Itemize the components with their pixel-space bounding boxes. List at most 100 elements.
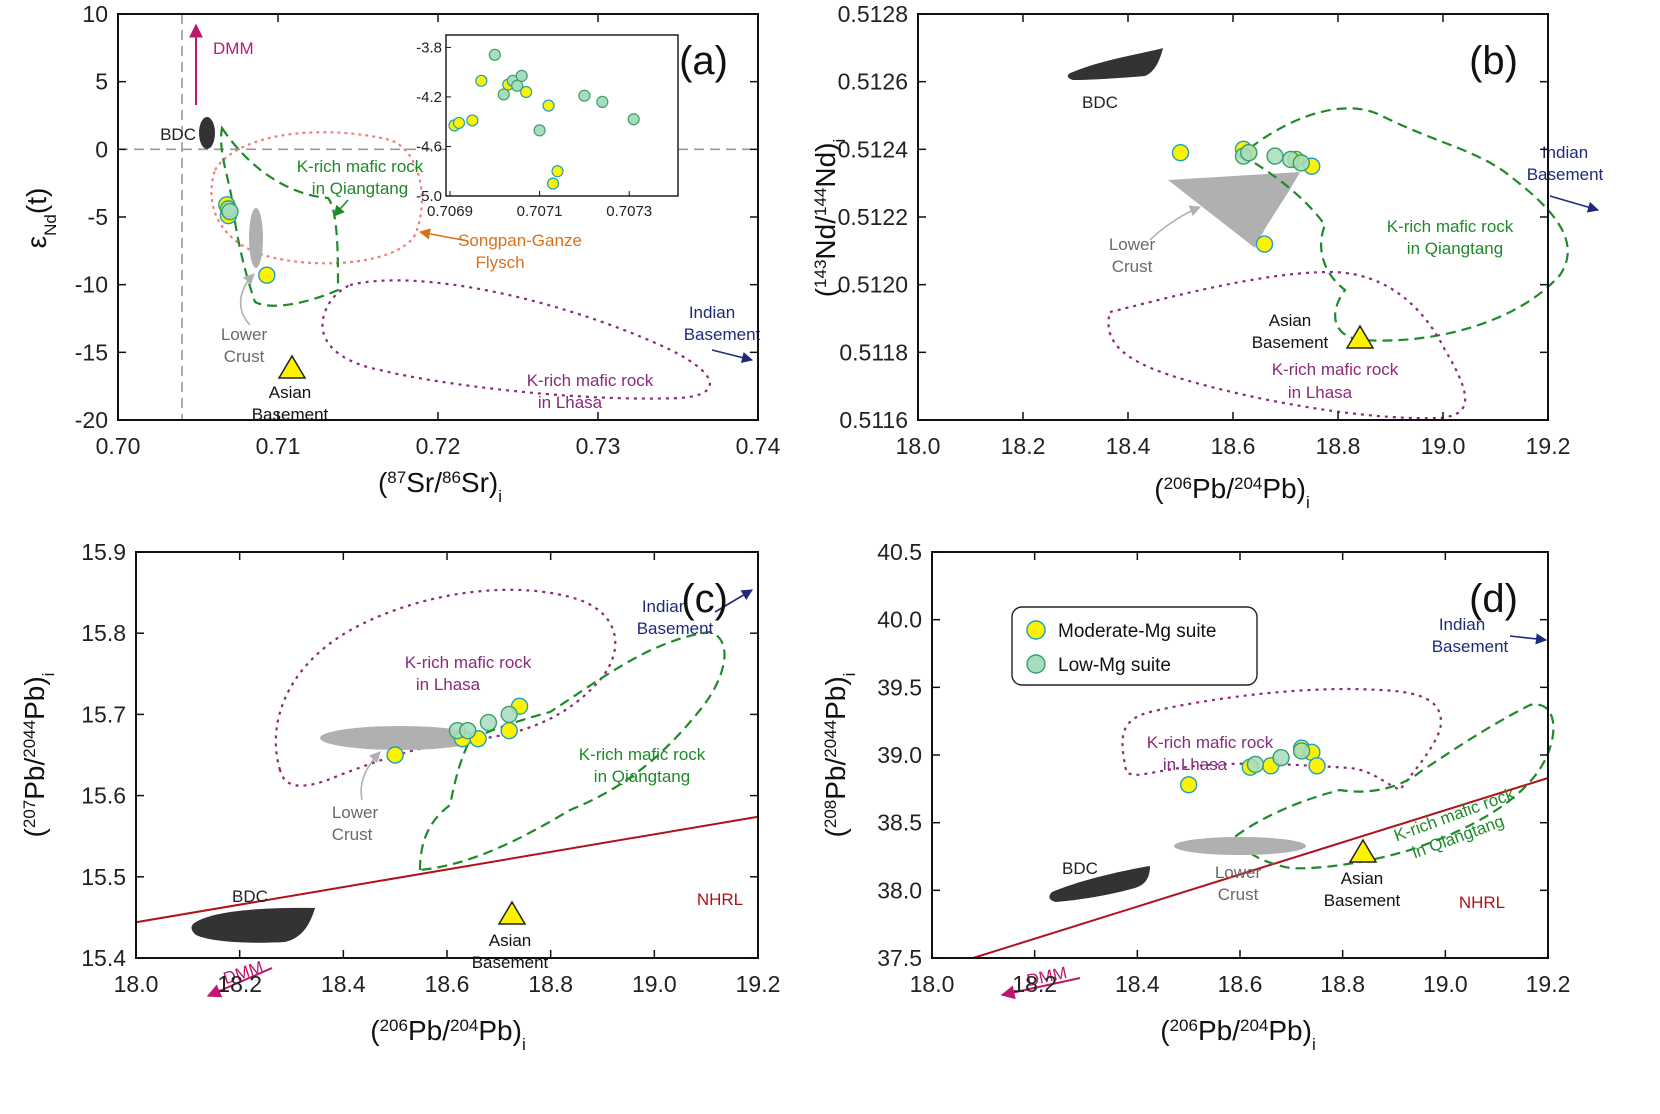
indian-basement-label-line1: Indian <box>642 597 688 616</box>
asian-basement-label-line1: Asian <box>1341 869 1384 888</box>
lower-crust-label-line1: Lower <box>332 803 379 822</box>
low-mg-point <box>221 202 239 221</box>
inset-low-mg-point <box>533 124 546 137</box>
moderate-mg-point <box>1179 776 1198 794</box>
moderate-mg-point <box>386 746 404 764</box>
indian-basement-arrow <box>1549 195 1600 213</box>
indian-basement-label-line1: Indian <box>689 303 735 322</box>
dmm-label: DMM <box>213 39 254 58</box>
inset-low-mg-point <box>578 89 591 102</box>
low-mg-point <box>1266 147 1284 165</box>
low-mg-point <box>500 705 518 724</box>
y-axis-label-d: (208Pb/2044Pb)i <box>820 673 859 838</box>
asian-basement-marker <box>277 354 307 379</box>
indian-basement-label-line2: Basement <box>1527 165 1604 184</box>
moderate-mg-point <box>500 721 518 740</box>
lhasa-label-line1: K-rich mafic rock <box>1272 360 1399 379</box>
x-tick-label: 18.0 <box>114 971 159 997</box>
songpan-label-line1: Songpan-Ganze <box>458 231 582 250</box>
y-tick-label: 15.5 <box>81 864 126 890</box>
inset-moderate-mg-point <box>466 114 479 127</box>
indian-basement-label-line2: Basement <box>684 325 761 344</box>
x-tick-label: 18.0 <box>910 971 955 997</box>
asian-basement-label-line2: Basement <box>1324 891 1401 910</box>
panel-label: (b) <box>1469 39 1518 83</box>
y-tick-label: 15.9 <box>81 539 126 565</box>
nhrl-label: NHRL <box>697 890 743 909</box>
panel-label: (a) <box>679 39 728 83</box>
lower-crust-field <box>320 726 480 750</box>
bdc-field <box>1049 866 1150 902</box>
y-tick-label: 0.5128 <box>838 1 908 27</box>
lhasa-label-line1: K-rich mafic rock <box>405 653 532 672</box>
x-axis-label-b: (206Pb/204Pb)i <box>1154 473 1309 512</box>
y-tick-label: 15.7 <box>81 701 126 727</box>
y-tick-label: 0.5126 <box>838 69 908 95</box>
lower-crust-label-line2: Crust <box>224 347 265 366</box>
x-tick-label: 18.0 <box>896 433 941 459</box>
x-axis-label-d: (206Pb/204Pb)i <box>1160 1015 1315 1054</box>
inset-moderate-mg-point <box>452 116 466 130</box>
qiangtang-field <box>220 125 340 307</box>
x-tick-label: 19.2 <box>1526 433 1571 459</box>
inset-moderate-mg-point <box>520 85 533 99</box>
x-tick-label: 18.4 <box>321 971 366 997</box>
nhrl-line <box>972 777 1549 959</box>
bdc-label: BDC <box>160 125 196 144</box>
legend-moderate-label: Moderate-Mg suite <box>1058 621 1216 642</box>
lower-crust-label-line2: Crust <box>332 825 373 844</box>
asian-basement-label-line1: Asian <box>269 383 312 402</box>
x-axis-label-c: (206Pb/204Pb)i <box>370 1015 525 1054</box>
x-tick-label: 18.4 <box>1106 433 1151 459</box>
songpan-label-line2: Flysch <box>475 253 524 272</box>
lower-crust-label-line1: Lower <box>1109 235 1156 254</box>
qiangtang-field <box>418 630 726 872</box>
inset-moderate-mg-point <box>551 165 564 178</box>
x-tick-label: 18.4 <box>1115 971 1160 997</box>
lhasa-field <box>321 279 711 400</box>
y-tick-label: -15 <box>75 339 108 365</box>
y-tick-label: 15.4 <box>81 945 126 971</box>
x-tick-label: 0.73 <box>576 433 621 459</box>
panel-label: (c) <box>681 577 728 621</box>
lhasa-label-line2: in Lhasa <box>416 675 481 694</box>
qiangtang-arrow <box>333 199 349 217</box>
qiangtang-label-line1: K-rich mafic rock <box>1387 217 1514 236</box>
low-mg-point <box>1272 749 1290 767</box>
asian-basement-marker <box>1345 324 1375 349</box>
asian-basement-marker <box>497 900 527 925</box>
qiangtang-label-line1: K-rich mafic rock <box>297 157 424 176</box>
x-tick-label: 18.8 <box>1316 433 1361 459</box>
y-tick-label: 0.5116 <box>839 407 908 433</box>
qiangtang-label-line2: in Qiangtang <box>594 767 690 786</box>
y-tick-label: 40.0 <box>877 607 922 633</box>
inset-moderate-mg-point <box>542 99 555 112</box>
asian-basement-label-line2: Basement <box>472 953 549 972</box>
low-mg-point <box>459 721 477 740</box>
lhasa-label-line1: K-rich mafic rock <box>1147 733 1274 752</box>
inset-low-mg-point <box>497 88 510 101</box>
moderate-mg-point <box>1308 757 1326 775</box>
panel-c: BDC Indian Basement K-rich mafic rock in Lha… <box>19 539 780 1054</box>
nhrl-line <box>135 815 759 924</box>
low-mg-point <box>1292 154 1310 172</box>
x-tick-label: 18.8 <box>528 971 573 997</box>
inset-moderate-mg-point <box>546 177 560 190</box>
bdc-field <box>199 117 215 149</box>
legend-low-label: Low-Mg suite <box>1058 655 1171 676</box>
lower-crust-arrow <box>239 273 255 326</box>
y-tick-label: 0.5124 <box>838 136 909 162</box>
indian-basement-label-line1: Indian <box>1439 615 1485 634</box>
bdc-label: BDC <box>232 887 268 906</box>
bdc-field <box>1067 48 1163 80</box>
qiangtang-field <box>1243 107 1569 342</box>
x-tick-label: 19.0 <box>1421 433 1466 459</box>
y-tick-label: 15.6 <box>81 783 126 809</box>
inset-low-mg-point <box>511 79 524 92</box>
lower-crust-label-line2: Crust <box>1112 257 1153 276</box>
indian-basement-label-line1: Indian <box>1542 143 1588 162</box>
asian-basement-label-line1: Asian <box>489 931 532 950</box>
lhasa-label-line2: in Lhasa <box>538 393 603 412</box>
lhasa-field <box>1107 270 1467 420</box>
